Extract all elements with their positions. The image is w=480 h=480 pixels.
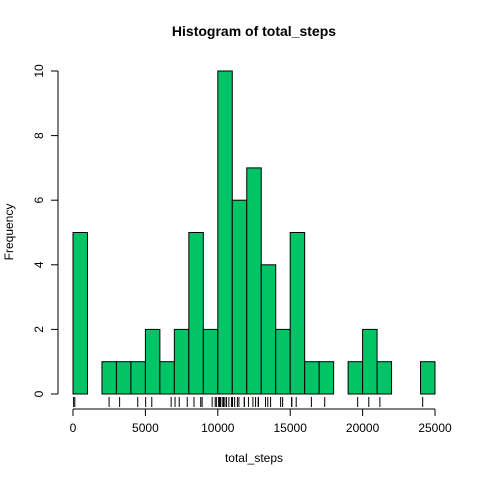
histogram-bar [130, 361, 146, 395]
histogram-bar [246, 167, 262, 395]
histogram-bar [72, 232, 88, 395]
y-tick-label: 2 [32, 326, 46, 333]
x-tick-label: 20000 [346, 421, 380, 435]
x-tick-label: 0 [70, 421, 77, 435]
histogram-bar [202, 328, 219, 395]
y-axis: 0 2 4 6 8 10 [32, 64, 59, 397]
x-tick-label: 5000 [132, 421, 159, 435]
histogram-bar [275, 328, 291, 395]
x-tick-label: 15000 [274, 421, 308, 435]
y-tick-label: 4 [32, 261, 46, 268]
x-tick-label: 25000 [418, 421, 452, 435]
histogram-bar [289, 232, 306, 395]
histogram-bar [260, 264, 277, 395]
histogram-bar [304, 361, 320, 395]
histogram-bar [188, 232, 204, 395]
chart-title: Histogram of total_steps [172, 23, 336, 39]
histogram-bar [362, 328, 378, 395]
rug-group [73, 397, 424, 407]
histogram-bar [347, 361, 364, 395]
histogram-bar [231, 199, 248, 395]
x-axis-label: total_steps [225, 451, 283, 465]
x-axis: 0 5000 10000 15000 20000 25000 [70, 408, 452, 435]
x-tick-label: 10000 [201, 421, 235, 435]
histogram-bar [144, 328, 161, 395]
histogram-bar [376, 361, 393, 395]
y-axis-label: Frequency [2, 204, 16, 261]
y-tick-label: 10 [32, 64, 46, 78]
histogram-bar [159, 361, 175, 395]
histogram-bar [115, 361, 132, 395]
bars-group [72, 70, 436, 395]
y-tick-label: 0 [32, 390, 46, 397]
histogram-bar [420, 361, 436, 395]
histogram-bar [173, 328, 190, 395]
y-tick-label: 8 [32, 132, 46, 139]
histogram-bar [318, 361, 335, 395]
histogram-bar [217, 70, 233, 395]
histogram-bar [101, 361, 117, 395]
y-tick-label: 6 [32, 197, 46, 204]
